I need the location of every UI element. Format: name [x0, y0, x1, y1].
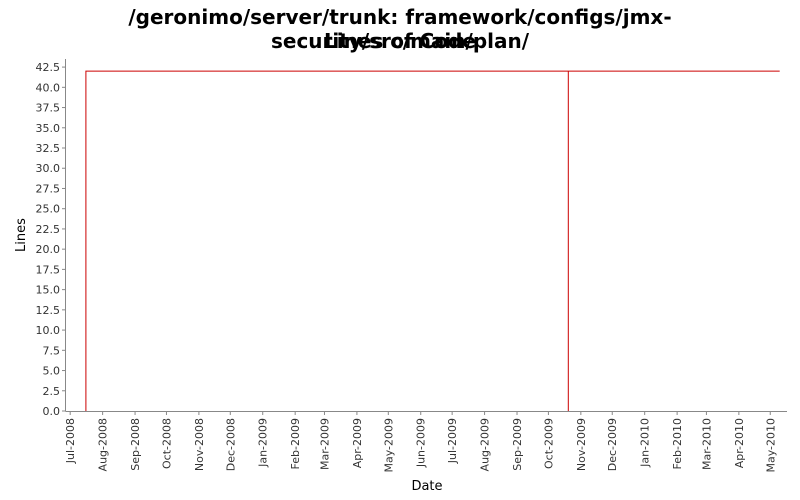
chart-title-line-1: /geronimo/server/trunk: framework/config…: [128, 5, 672, 53]
y-tick-label: 0.0: [43, 405, 61, 418]
y-tick-label: 2.5: [43, 385, 61, 398]
y-tick-label: 42.5: [36, 61, 61, 74]
y-tick-label: 30.0: [36, 162, 61, 175]
x-tick-label: Apr-2009: [351, 418, 364, 468]
x-tick-label: Jul-2008: [64, 418, 77, 464]
x-tick-label: Oct-2009: [542, 418, 555, 469]
x-tick-label: Mar-2009: [318, 418, 331, 470]
x-tick-label: Feb-2009: [289, 418, 302, 469]
x-tick-label: Nov-2008: [193, 418, 206, 471]
y-tick-label: 27.5: [36, 182, 61, 195]
y-tick-label: 35.0: [36, 122, 61, 135]
x-tick-label: Mar-2010: [700, 418, 713, 470]
x-tick-label: Apr-2010: [733, 418, 746, 468]
x-tick-label: Dec-2008: [224, 418, 237, 471]
y-tick-label: 17.5: [36, 263, 61, 276]
y-tick-label: 40.0: [36, 81, 61, 94]
y-tick-label: 10.0: [36, 324, 61, 337]
y-tick-label: 7.5: [43, 344, 61, 357]
x-tick-label: May-2009: [382, 418, 395, 473]
x-tick-label: Aug-2008: [97, 418, 110, 471]
y-tick-label: 5.0: [43, 365, 61, 378]
y-tick-label: 15.0: [36, 284, 61, 297]
x-tick-label: Nov-2009: [575, 418, 588, 471]
plot-area: [66, 59, 787, 411]
x-tick-label: Jan-2010: [639, 418, 652, 468]
y-axis-ticks: 0.0 2.5 5.0 7.5 10.0 12.5 15.0 17.5 20.0 22.5 25.0…: [36, 61, 66, 418]
y-tick-label: 22.5: [36, 223, 61, 236]
x-tick-label: Sep-2009: [511, 418, 524, 471]
y-axis-title: Lines: [14, 218, 29, 252]
chart-title-line-2: Lines of Code: [324, 29, 476, 53]
x-tick-label: May-2010: [764, 418, 777, 473]
y-tick-label: 25.0: [36, 203, 61, 216]
series-layer: [85, 70, 780, 411]
x-tick-label: Jul-2009: [446, 418, 459, 464]
y-tick-label: 37.5: [36, 102, 61, 115]
x-axis-ticks: Jul-2008 Aug-2008 Sep-2008 Oct-2008 Nov-2008…: [64, 411, 777, 473]
x-tick-label: Feb-2010: [671, 418, 684, 469]
x-tick-label: Sep-2008: [129, 418, 142, 471]
x-axis-title: Date: [411, 479, 442, 494]
x-tick-label: Aug-2009: [479, 418, 492, 471]
x-tick-label: Dec-2009: [606, 418, 619, 471]
x-tick-label: Jan-2009: [257, 418, 270, 468]
x-tick-label: Oct-2008: [160, 418, 173, 469]
series-line: [85, 70, 780, 411]
y-tick-label: 12.5: [36, 304, 61, 317]
y-tick-label: 20.0: [36, 243, 61, 256]
y-tick-label: 32.5: [36, 142, 61, 155]
x-tick-label: Jun-2009: [415, 418, 428, 468]
